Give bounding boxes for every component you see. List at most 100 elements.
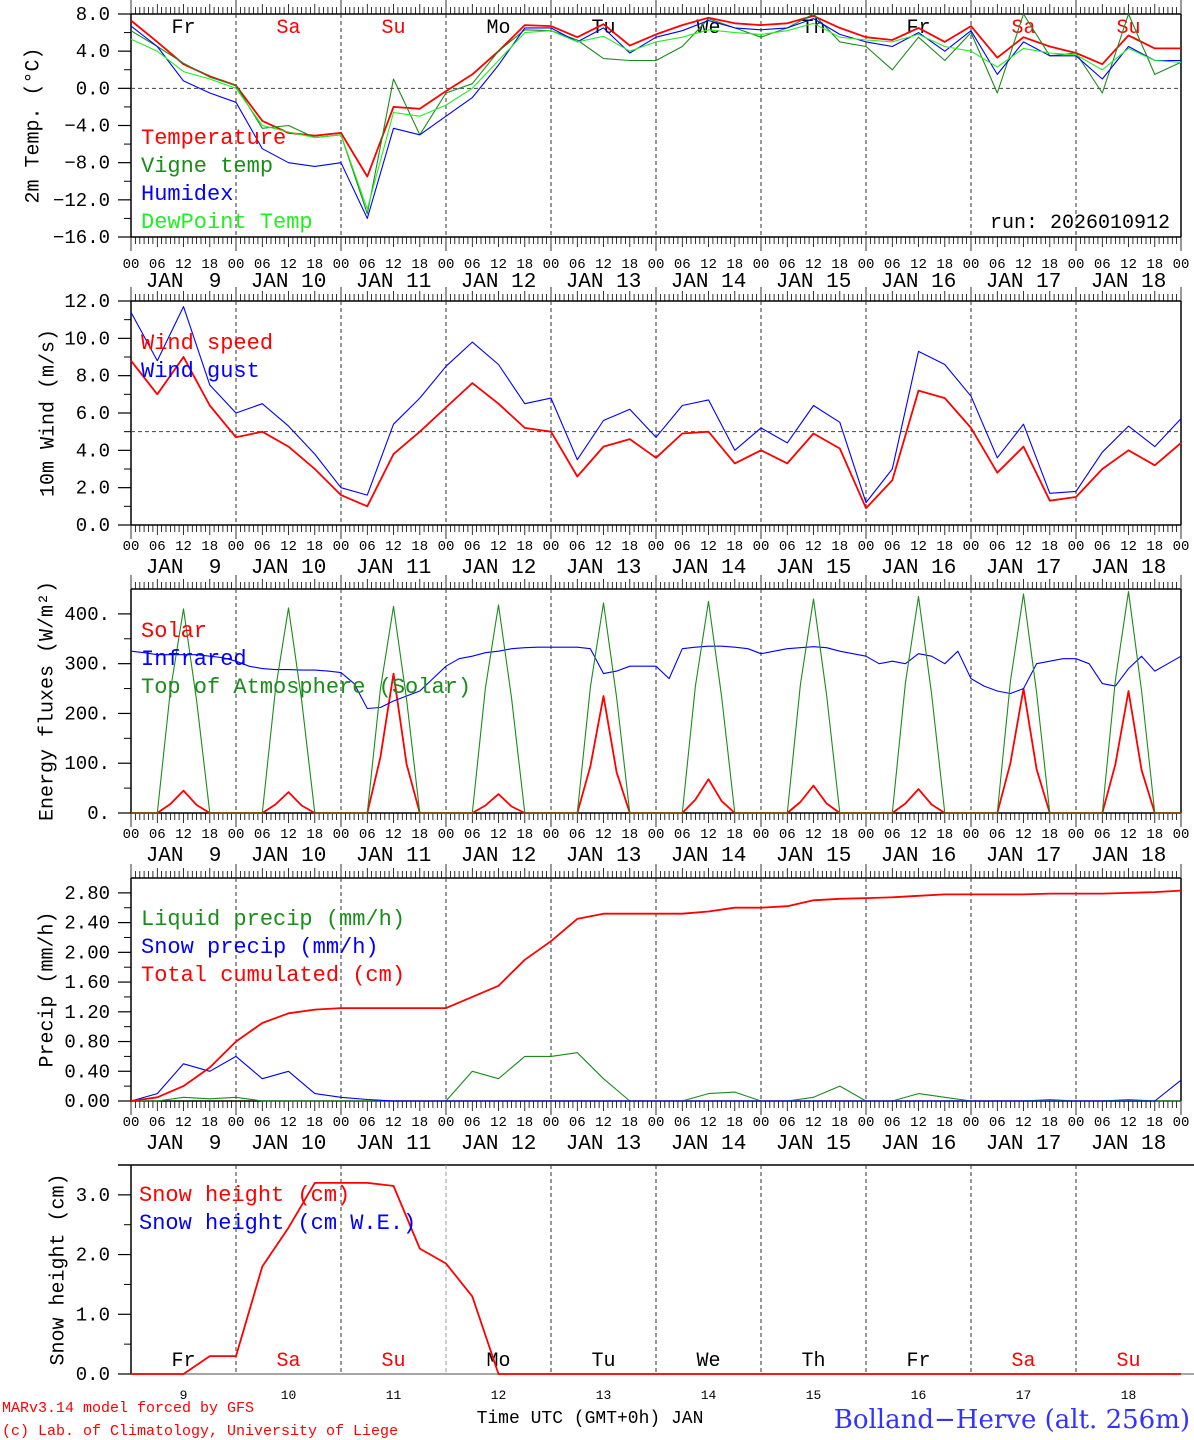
x-date-label: JAN 15 xyxy=(776,557,852,580)
y-tick-label: 300. xyxy=(64,654,110,676)
y-tick-label: 10.0 xyxy=(64,328,110,350)
legend-entry: Top of Atmosphere (Solar) xyxy=(141,675,471,700)
x-tick-label: 06 xyxy=(254,827,271,843)
top-hour-ruler xyxy=(130,287,1182,301)
x-tick-label: 06 xyxy=(1094,257,1111,273)
weekday-label: Mo xyxy=(486,17,510,40)
x-tick-label: 12 xyxy=(490,257,507,273)
x-tick-label: 12 xyxy=(385,827,402,843)
x-tick-label: 18 xyxy=(516,827,533,843)
x-tick-label: 00 xyxy=(648,257,665,273)
y-tick-label: 100. xyxy=(64,753,110,775)
x-tick-label: 00 xyxy=(648,539,665,555)
y-tick-label: 4.0 xyxy=(76,440,110,462)
x-tick-label: 06 xyxy=(779,257,796,273)
x-tick-label: 00 xyxy=(753,257,770,273)
x-date-label: JAN 10 xyxy=(251,271,327,294)
y-tick-label: −8.0 xyxy=(64,153,110,175)
x-day-number: 16 xyxy=(911,1388,927,1403)
x-tick-label: 00 xyxy=(753,1115,770,1131)
legend-entry: Wind speed xyxy=(141,331,273,356)
x-tick-label: 18 xyxy=(936,257,953,273)
x-tick-label: 00 xyxy=(123,827,140,843)
x-tick-label: 18 xyxy=(936,1115,953,1131)
x-date-label: JAN 11 xyxy=(356,845,432,868)
x-tick-label: 12 xyxy=(910,827,927,843)
x-tick-label: 12 xyxy=(1015,539,1032,555)
x-day-number: 10 xyxy=(281,1388,297,1403)
weekday-label: Th xyxy=(801,1350,825,1373)
weekday-label: Sa xyxy=(1011,1350,1035,1373)
x-tick-label: 00 xyxy=(228,1115,245,1131)
x-tick-label: 18 xyxy=(621,539,638,555)
x-tick-label: 06 xyxy=(1094,539,1111,555)
series-line-top-of-atmosphere-solar xyxy=(131,590,1181,814)
x-date-label: JAN 18 xyxy=(1091,1133,1167,1156)
x-tick-label: 18 xyxy=(1041,257,1058,273)
series-line-dewpoint-temp xyxy=(130,22,1182,210)
top-hour-ruler xyxy=(130,0,1182,14)
y-axis-label: Precip (mm/h) xyxy=(36,911,59,1067)
x-tick-label: 18 xyxy=(1146,1115,1163,1131)
y-tick-label: 2.80 xyxy=(64,883,110,905)
x-tick-label: 18 xyxy=(621,827,638,843)
x-date-label: JAN 16 xyxy=(881,1133,957,1156)
x-tick-label: 00 xyxy=(1173,1115,1190,1131)
y-tick-label: 0. xyxy=(87,803,110,825)
x-tick-label: 18 xyxy=(831,1115,848,1131)
x-tick-label: 12 xyxy=(1120,257,1137,273)
x-tick-label: 00 xyxy=(438,257,455,273)
x-day-number: 15 xyxy=(806,1388,822,1403)
x-tick-label: 00 xyxy=(753,539,770,555)
x-tick-label: 12 xyxy=(385,1115,402,1131)
x-date-label: JAN 9 xyxy=(146,1133,222,1156)
x-date-label: JAN 17 xyxy=(986,557,1062,580)
x-tick-label: 18 xyxy=(306,539,323,555)
weekday-label: Su xyxy=(1116,1350,1140,1373)
x-day-number: 13 xyxy=(596,1388,612,1403)
weekday-label: Sa xyxy=(276,17,300,40)
x-date-label: JAN 9 xyxy=(146,271,222,294)
x-day-number: 14 xyxy=(701,1388,717,1403)
x-tick-label: 00 xyxy=(333,257,350,273)
x-date-label: JAN 9 xyxy=(146,557,222,580)
x-tick-label: 00 xyxy=(543,827,560,843)
x-tick-label: 18 xyxy=(831,257,848,273)
y-tick-label: 200. xyxy=(64,703,110,725)
series-line-temperature xyxy=(130,14,1181,178)
x-tick-label: 00 xyxy=(333,539,350,555)
legend-entry: Snow height (cm W.E.) xyxy=(139,1211,416,1236)
x-tick-label: 18 xyxy=(411,827,428,843)
x-tick-label: 18 xyxy=(831,827,848,843)
x-tick-label: 18 xyxy=(726,1115,743,1131)
series-line-infrared xyxy=(130,645,1182,710)
x-tick-label: 00 xyxy=(648,827,665,843)
x-tick-label: 06 xyxy=(464,539,481,555)
x-tick-label: 06 xyxy=(674,1115,691,1131)
x-tick-label: 12 xyxy=(1120,539,1137,555)
x-tick-label: 12 xyxy=(1120,1115,1137,1131)
x-tick-label: 00 xyxy=(1173,257,1190,273)
x-day-number: 9 xyxy=(180,1388,188,1403)
x-tick-label: 18 xyxy=(1041,1115,1058,1131)
x-tick-label: 18 xyxy=(201,539,218,555)
x-tick-label: 12 xyxy=(280,257,297,273)
x-date-label: JAN 17 xyxy=(986,845,1062,868)
x-tick-label: 06 xyxy=(884,1115,901,1131)
x-tick-label: 00 xyxy=(963,1115,980,1131)
x-tick-label: 06 xyxy=(149,257,166,273)
y-tick-label: 0.00 xyxy=(64,1091,110,1113)
x-date-label: JAN 18 xyxy=(1091,557,1167,580)
x-tick-label: 00 xyxy=(1068,1115,1085,1131)
y-tick-label: 8.0 xyxy=(76,366,110,388)
x-tick-label: 06 xyxy=(989,827,1006,843)
x-tick-label: 12 xyxy=(1120,827,1137,843)
x-tick-label: 06 xyxy=(359,539,376,555)
bottom-hour-ruler xyxy=(130,525,1182,539)
x-tick-label: 12 xyxy=(595,539,612,555)
y-tick-label: 2.00 xyxy=(64,942,110,964)
x-tick-label: 00 xyxy=(438,1115,455,1131)
x-tick-label: 00 xyxy=(858,257,875,273)
x-tick-label: 06 xyxy=(674,539,691,555)
